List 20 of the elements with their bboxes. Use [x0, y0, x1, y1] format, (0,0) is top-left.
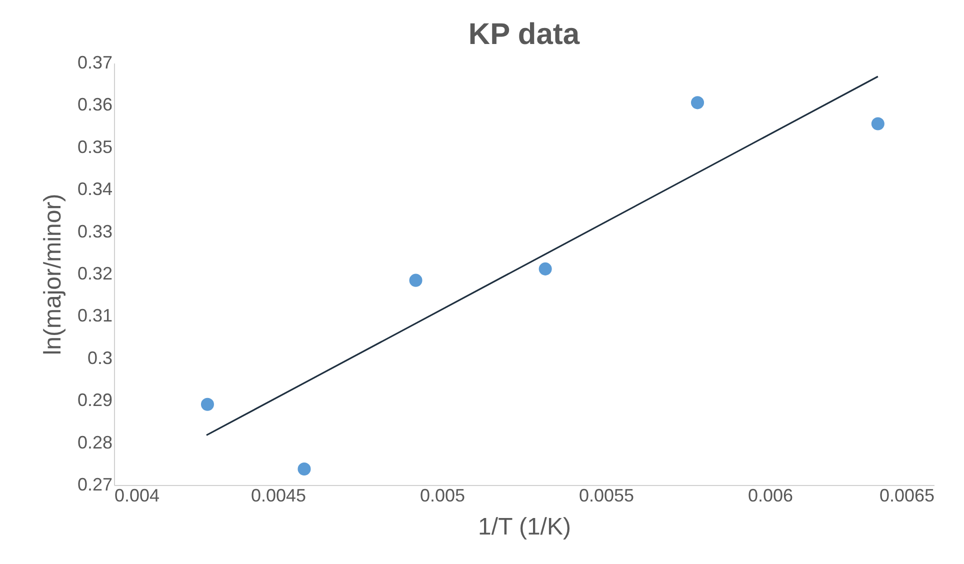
y-tick-label: 0.27: [77, 474, 112, 494]
y-tick-label: 0.31: [77, 306, 112, 326]
y-tick-label: 0.36: [77, 94, 112, 115]
y-tick-label: 0.34: [77, 179, 112, 200]
y-tick-label: 0.35: [77, 136, 112, 157]
y-tick-label: 0.3: [87, 348, 112, 368]
chart-title: KP data: [468, 18, 580, 51]
y-tick-label: 0.33: [77, 221, 112, 242]
y-tick-label: 0.29: [77, 390, 112, 410]
x-axis-title: 1/T (1/K): [478, 514, 571, 540]
y-tick-label: 0.28: [77, 432, 112, 452]
x-tick-label: 0.0045: [250, 486, 306, 506]
x-tick-label: 0.0055: [578, 486, 634, 506]
x-tick-label: 0.0065: [879, 486, 934, 506]
x-tick-label: 0.004: [114, 486, 160, 506]
y-axis-title: ln(major/minor): [39, 194, 66, 356]
y-tick-label: 0.32: [77, 264, 112, 284]
y-tick-label: 0.37: [77, 52, 112, 72]
x-tick-label: 0.005: [420, 486, 466, 506]
x-tick-label: 0.006: [748, 486, 794, 506]
